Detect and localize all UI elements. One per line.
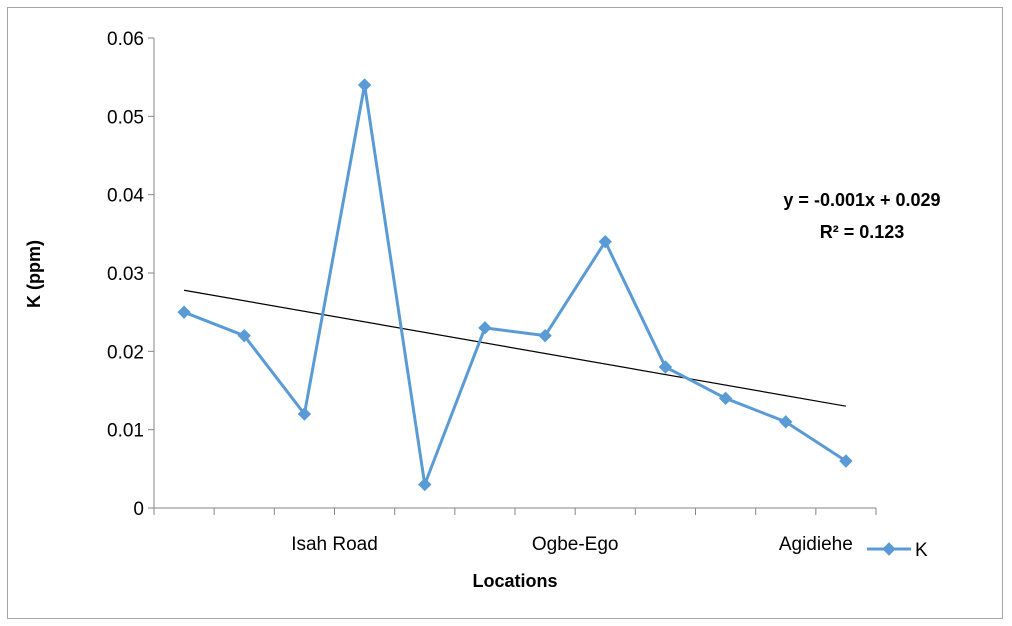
data-point — [297, 407, 312, 421]
data-point — [237, 328, 251, 343]
data-point — [418, 477, 432, 492]
y-tick-label: 0.03 — [107, 264, 144, 285]
y-axis-ticks — [148, 37, 154, 509]
x-category-label: Ogbe-Ego — [532, 534, 619, 555]
x-category-labels: Isah Road Ogbe-Ego Agidiehe — [291, 534, 853, 555]
data-point — [779, 415, 793, 429]
data-point — [658, 360, 673, 374]
y-tick-label: 0.06 — [107, 29, 144, 50]
data-point — [718, 391, 733, 406]
trendline-group — [183, 289, 847, 407]
x-axis-title: Locations — [472, 571, 557, 591]
y-tick-label: 0 — [133, 499, 144, 520]
data-point — [538, 328, 552, 343]
legend-marker — [882, 542, 896, 556]
y-tick-labels: 0 0.01 0.02 0.03 0.04 0.05 0.06 — [107, 29, 144, 520]
chart-frame — [7, 7, 1003, 619]
trendline-equation: y = -0.001x + 0.029 — [783, 190, 940, 210]
trendline — [183, 289, 847, 407]
y-tick-label: 0.02 — [107, 342, 144, 363]
data-point — [839, 454, 853, 468]
y-axis-title: K (ppm) — [24, 240, 44, 308]
x-category-label: Isah Road — [291, 534, 378, 555]
data-point — [598, 234, 612, 249]
y-tick-label: 0.05 — [107, 107, 144, 128]
y-tick-label: 0.04 — [107, 186, 144, 207]
data-point — [478, 321, 492, 335]
legend: K — [867, 540, 928, 561]
series-group — [177, 78, 853, 492]
x-category-label: Agidiehe — [779, 534, 853, 555]
axes — [153, 38, 877, 515]
trendline-r-squared: R² = 0.123 — [820, 222, 905, 242]
data-point — [357, 78, 372, 92]
data-point — [177, 305, 191, 319]
legend-label: K — [915, 540, 928, 561]
series-line-K — [183, 83, 847, 486]
y-tick-label: 0.01 — [107, 421, 144, 442]
